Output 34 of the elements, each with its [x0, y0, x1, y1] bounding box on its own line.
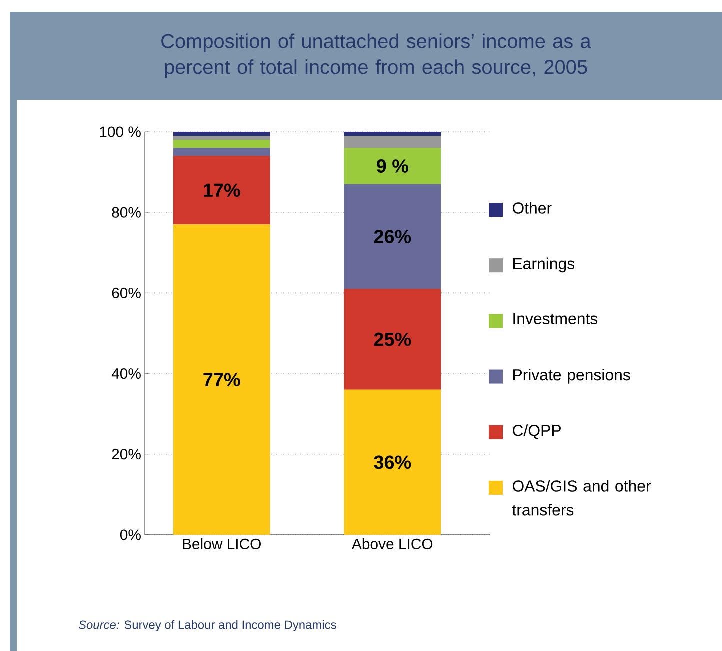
y-tick-label: 60%	[112, 288, 141, 298]
legend-label: Earnings	[514, 258, 575, 273]
y-tick-label: 40%	[112, 368, 141, 380]
bar	[344, 136, 442, 148]
y-tick-label: 20%	[112, 449, 141, 460]
legend-label: OAS/GIS and other transfers	[512, 480, 652, 516]
data-label: 77%	[204, 373, 240, 386]
y-tick-label: 0%	[120, 530, 141, 540]
legend-label: C/QPP	[513, 424, 561, 440]
legend-label: Investments	[514, 313, 598, 325]
bar	[173, 140, 270, 148]
bar	[344, 148, 442, 184]
data-label: 26%	[374, 230, 412, 244]
text: Source: Survey of Labour and Income Dynamics	[78, 620, 336, 632]
bar	[344, 390, 442, 535]
y-tick-label: 100 %	[100, 126, 141, 138]
legend-label: Other	[512, 202, 552, 214]
bar	[344, 132, 442, 136]
data-label: 36%	[374, 456, 412, 470]
legend-label: Private pensions	[514, 368, 630, 384]
x-tick-label: Above LICO	[352, 538, 433, 550]
chart-title: Composition of unattached seniors’ income as a percent of total income from each source, 2005	[162, 34, 592, 78]
x-tick-label: Below LICO	[183, 538, 261, 550]
data-label: 9 %	[377, 160, 408, 173]
bar	[173, 224, 270, 535]
data-label: 25%	[374, 332, 412, 346]
bar	[344, 184, 442, 290]
bar	[344, 289, 442, 390]
data-label: 17%	[204, 184, 240, 198]
bar	[173, 156, 270, 225]
bar	[173, 136, 270, 140]
bar	[173, 148, 270, 156]
bar	[173, 132, 270, 136]
y-tick-label: 80%	[112, 207, 141, 218]
